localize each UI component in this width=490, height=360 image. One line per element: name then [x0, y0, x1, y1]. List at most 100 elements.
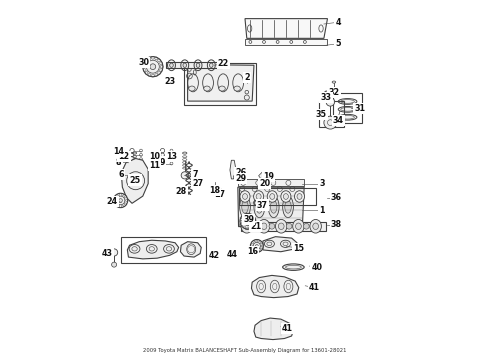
Ellipse shape: [256, 194, 261, 199]
Bar: [166, 62, 221, 68]
Ellipse shape: [240, 196, 250, 218]
Ellipse shape: [269, 196, 279, 218]
Ellipse shape: [241, 220, 252, 233]
Circle shape: [181, 172, 188, 179]
Circle shape: [252, 224, 258, 229]
Circle shape: [131, 172, 138, 179]
Polygon shape: [234, 173, 237, 181]
Circle shape: [269, 224, 275, 229]
Text: 5: 5: [336, 39, 341, 48]
Text: 33: 33: [320, 93, 332, 102]
Ellipse shape: [258, 220, 270, 233]
Ellipse shape: [254, 191, 264, 202]
Text: 22: 22: [218, 59, 229, 68]
Ellipse shape: [132, 152, 137, 154]
Circle shape: [303, 224, 309, 229]
Text: 14: 14: [113, 147, 124, 156]
Text: 36: 36: [331, 193, 342, 202]
Ellipse shape: [338, 107, 357, 112]
Ellipse shape: [256, 201, 263, 213]
Circle shape: [150, 64, 156, 69]
Ellipse shape: [242, 201, 248, 213]
Text: 41: 41: [309, 283, 319, 292]
Text: 2: 2: [244, 73, 249, 82]
Text: 34: 34: [333, 116, 344, 125]
Text: 4: 4: [336, 18, 341, 27]
Text: 6: 6: [119, 170, 124, 179]
Text: 1: 1: [319, 206, 325, 215]
Text: 42: 42: [209, 251, 220, 260]
Text: 9: 9: [160, 158, 165, 167]
Polygon shape: [238, 187, 304, 226]
Ellipse shape: [204, 86, 210, 91]
Ellipse shape: [338, 99, 357, 104]
Text: 24: 24: [107, 197, 118, 206]
Text: 27: 27: [192, 179, 203, 188]
Ellipse shape: [332, 81, 336, 83]
Ellipse shape: [244, 223, 250, 229]
Text: 23: 23: [164, 77, 175, 86]
Ellipse shape: [275, 220, 287, 233]
Ellipse shape: [189, 86, 195, 91]
Text: 44: 44: [227, 250, 238, 259]
Text: 26: 26: [235, 168, 246, 177]
Circle shape: [111, 249, 118, 256]
Ellipse shape: [283, 196, 294, 218]
Ellipse shape: [313, 223, 318, 229]
Text: 16: 16: [246, 247, 258, 256]
Ellipse shape: [183, 63, 187, 67]
Text: 18: 18: [209, 186, 220, 195]
Circle shape: [240, 213, 256, 229]
Text: 40: 40: [311, 264, 322, 273]
Circle shape: [246, 220, 250, 223]
Ellipse shape: [254, 196, 265, 218]
Text: 8: 8: [116, 158, 122, 167]
Ellipse shape: [297, 194, 302, 199]
Text: 38: 38: [331, 220, 342, 229]
Polygon shape: [188, 64, 254, 101]
Ellipse shape: [261, 223, 267, 229]
Polygon shape: [263, 237, 297, 252]
Circle shape: [286, 224, 292, 229]
Circle shape: [326, 98, 335, 106]
Polygon shape: [259, 172, 266, 181]
Bar: [238, 179, 304, 186]
Ellipse shape: [310, 220, 321, 233]
Text: 3: 3: [319, 179, 325, 188]
Ellipse shape: [338, 114, 357, 120]
Text: 30: 30: [138, 58, 149, 67]
Text: 12: 12: [119, 152, 130, 161]
Text: 15: 15: [294, 244, 304, 253]
Ellipse shape: [283, 194, 289, 199]
Circle shape: [249, 221, 259, 230]
Polygon shape: [245, 19, 327, 39]
Text: 19: 19: [263, 172, 274, 181]
Ellipse shape: [210, 63, 213, 67]
Text: 32: 32: [328, 87, 340, 96]
Text: 20: 20: [259, 179, 270, 188]
Text: 2009 Toyota Matrix BALANCESHAFT Sub-Assembly Diagram for 13601-28021: 2009 Toyota Matrix BALANCESHAFT Sub-Asse…: [143, 348, 347, 353]
Text: 35: 35: [316, 110, 327, 119]
Ellipse shape: [270, 201, 277, 213]
Ellipse shape: [281, 191, 291, 202]
Ellipse shape: [234, 86, 240, 91]
Circle shape: [113, 193, 128, 208]
Bar: [245, 40, 327, 45]
Ellipse shape: [267, 191, 277, 202]
Text: 21: 21: [250, 222, 261, 231]
Ellipse shape: [293, 220, 304, 233]
Text: 39: 39: [243, 215, 254, 224]
Text: 41: 41: [282, 324, 293, 333]
Circle shape: [143, 57, 163, 77]
Text: 29: 29: [235, 174, 246, 183]
Polygon shape: [251, 275, 299, 298]
Ellipse shape: [270, 194, 275, 199]
Ellipse shape: [183, 152, 187, 154]
Text: 37: 37: [257, 201, 268, 210]
Ellipse shape: [240, 191, 250, 202]
Text: 7: 7: [192, 170, 197, 179]
Ellipse shape: [219, 86, 225, 91]
Text: 25: 25: [129, 176, 141, 185]
Ellipse shape: [285, 201, 291, 213]
Polygon shape: [122, 158, 148, 203]
